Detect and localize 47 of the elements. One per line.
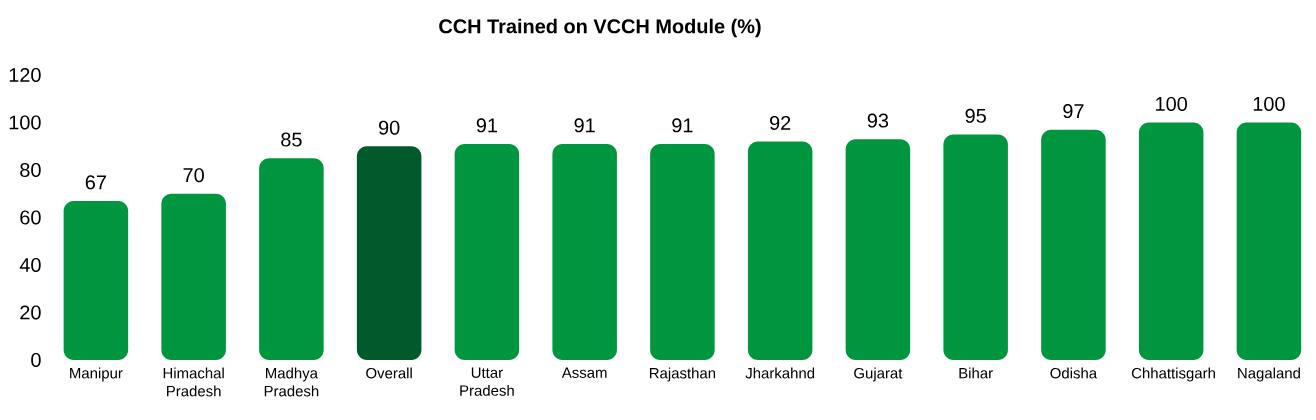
data-label: 93 — [867, 113, 889, 128]
bar — [1138, 122, 1204, 360]
x-tick-label: Assam — [561, 367, 607, 378]
bar — [1041, 129, 1106, 360]
bar — [1236, 122, 1302, 360]
data-label: 92 — [770, 115, 791, 130]
x-tick-label: Rajasthan — [649, 367, 716, 382]
bar — [356, 146, 422, 360]
data-label: 100 — [1253, 96, 1285, 111]
y-tick-label: 20 — [20, 305, 41, 320]
x-tick-label: Jharkahnd — [745, 367, 815, 379]
bar — [63, 200, 129, 360]
bar — [454, 143, 520, 360]
y-tick-label: 80 — [20, 162, 41, 178]
bar — [161, 193, 226, 360]
x-tick-label: Chhattisgarh — [1131, 367, 1215, 382]
data-label: 70 — [183, 168, 204, 183]
y-tick-label: 40 — [19, 257, 41, 273]
x-tick-label: Himachal Pradesh — [163, 367, 224, 397]
data-label: 91 — [672, 118, 693, 133]
data-label: 95 — [965, 108, 986, 123]
data-label: 91 — [476, 118, 498, 133]
data-label: 97 — [1063, 104, 1084, 119]
bar — [552, 143, 617, 360]
bar — [259, 158, 324, 360]
data-label: 100 — [1156, 96, 1187, 111]
y-tick-label: 0 — [31, 352, 41, 368]
x-tick-label: Gujarat — [854, 367, 903, 382]
chart-title: CCH Trained on VCCH Module (%) — [439, 18, 761, 38]
x-tick-label: Madhya Pradesh — [264, 367, 319, 397]
x-tick-label: Manipur — [70, 367, 123, 382]
data-label: 91 — [574, 118, 595, 133]
x-tick-label: Uttar Pradesh — [460, 367, 514, 396]
x-tick-label: Bihar — [959, 367, 993, 379]
bar — [650, 143, 715, 360]
data-label: 67 — [85, 175, 106, 190]
y-tick-label: 120 — [9, 67, 41, 83]
x-tick-label: Odisha — [1050, 367, 1098, 379]
x-tick-label: Nagaland — [1238, 367, 1300, 382]
bar — [747, 141, 813, 360]
data-label: 85 — [281, 132, 302, 147]
bar — [845, 139, 911, 360]
y-tick-label: 60 — [20, 210, 41, 225]
y-tick-label: 100 — [9, 115, 41, 130]
bar — [943, 134, 1008, 360]
data-label: 90 — [379, 120, 400, 135]
x-tick-label: Overall — [366, 367, 412, 379]
